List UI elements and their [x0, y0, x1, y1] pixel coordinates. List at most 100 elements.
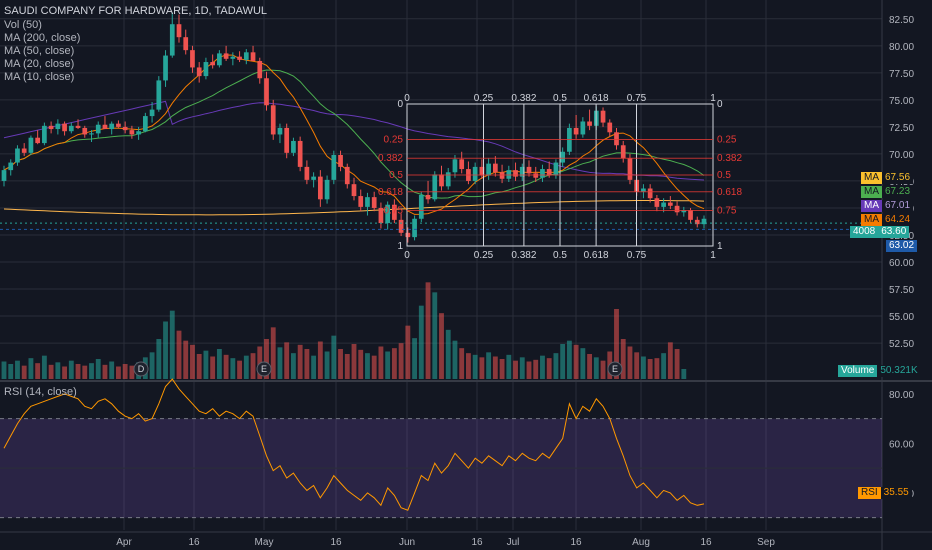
volume-bar: [48, 364, 54, 379]
fib-time-label-bottom: 0.382: [511, 250, 536, 261]
volume-bar: [439, 313, 444, 379]
candle-body: [28, 137, 34, 153]
volume-bar: [627, 346, 633, 379]
volume-bar: [614, 309, 619, 379]
vol-legend[interactable]: Vol (50): [4, 19, 42, 31]
volume-tag-key: Volume: [841, 365, 875, 376]
candle-body: [42, 125, 47, 144]
candle-body: [15, 148, 20, 163]
volume-bar: [358, 349, 364, 379]
fib-price-label-right: 0.75: [717, 206, 737, 217]
volume-bar: [35, 363, 41, 379]
fib-price-label-left: 0.5: [389, 170, 403, 181]
volume-bar: [365, 353, 370, 379]
candle-body: [250, 52, 256, 61]
volume-bar: [311, 355, 317, 379]
volume-bar: [304, 349, 310, 379]
event-marker[interactable]: E: [607, 361, 623, 377]
price-axis-label: 57.50: [889, 285, 914, 296]
candle-body: [35, 137, 41, 144]
time-axis-label: 16: [471, 537, 483, 548]
volume-bar: [243, 355, 249, 379]
ma-tag-key: MA: [864, 172, 879, 183]
candle-body: [237, 56, 242, 60]
candle-body: [519, 166, 525, 177]
volume-bar: [284, 342, 290, 379]
volume-bar: [149, 352, 155, 379]
ma-tag-value: 67.56: [882, 172, 914, 184]
volume-bar: [102, 364, 108, 379]
volume-bar: [398, 343, 404, 379]
event-marker[interactable]: D: [133, 361, 149, 377]
fib-price-label-left: 1: [397, 241, 403, 252]
volume-bar: [573, 344, 579, 379]
candle-body: [291, 140, 296, 153]
ma50-legend[interactable]: MA (50, close): [4, 45, 75, 57]
volume-bar: [533, 359, 539, 379]
candle-body: [445, 172, 451, 187]
volume-bar: [250, 353, 256, 379]
candle-body: [452, 159, 458, 173]
fib-time-label-bottom: 0: [404, 250, 410, 261]
ma-tag-value: 67.01: [882, 200, 914, 212]
candle-body: [526, 166, 532, 174]
candle-body: [75, 125, 81, 128]
ma200-legend[interactable]: MA (200, close): [4, 32, 81, 44]
candle-body: [378, 207, 384, 224]
crosshair-price-tag: 63.02: [886, 240, 918, 252]
volume-bar: [519, 357, 525, 379]
volume-bar: [28, 358, 34, 379]
candle-body: [513, 170, 518, 177]
volume-bar: [553, 353, 559, 379]
candle-body: [667, 202, 673, 206]
fib-price-label-left: 0.75: [384, 206, 404, 217]
fib-time-label-top: 0.25: [474, 93, 494, 104]
volume-bar: [540, 355, 545, 379]
candle-body: [210, 62, 216, 66]
volume-bar: [445, 329, 451, 379]
rsi-legend[interactable]: RSI (14, close): [4, 386, 77, 398]
volume-bar: [344, 354, 350, 379]
fib-time-label-top: 0.75: [627, 93, 647, 104]
volume-bar: [264, 339, 269, 379]
fib-time-label-top: 0.618: [584, 93, 609, 104]
candle-body: [694, 219, 700, 225]
candle-body: [701, 218, 707, 225]
candle-body: [472, 166, 478, 181]
volume-bar: [499, 359, 505, 379]
candle-body: [149, 109, 155, 117]
ma20-legend[interactable]: MA (20, close): [4, 58, 75, 70]
ma10-legend[interactable]: MA (10, close): [4, 71, 75, 83]
event-marker[interactable]: E: [256, 361, 272, 377]
fib-price-label-left: 0: [397, 99, 403, 110]
volume-bar: [492, 356, 498, 379]
candle-body: [230, 56, 236, 59]
fib-time-label-bottom: 0.5: [553, 250, 567, 261]
volume-bar: [634, 352, 640, 379]
candle-body: [371, 197, 377, 208]
volume-bar: [21, 365, 27, 379]
volume-bar: [452, 340, 458, 379]
time-axis-label: 16: [330, 537, 342, 548]
volume-bar: [412, 338, 417, 379]
event-marker-label: D: [138, 364, 145, 374]
ma20-line: [3, 69, 705, 199]
candle-body: [304, 166, 310, 180]
candle-body: [641, 188, 646, 192]
volume-bar: [654, 358, 660, 379]
crosshair-price: 63.02: [889, 240, 915, 251]
volume-bar: [62, 366, 67, 379]
volume-bar: [257, 346, 263, 379]
candle-body: [8, 162, 14, 171]
volume-bar: [667, 342, 673, 379]
volume-bar: [203, 350, 209, 379]
volume-bar: [647, 359, 653, 379]
candle-body: [587, 121, 592, 126]
volume-bar: [291, 353, 296, 379]
time-axis-label: May: [255, 537, 274, 548]
rsi-tag-key: RSI: [861, 487, 878, 498]
rsi-tag: RSI 35.55: [858, 487, 912, 499]
volume-bar: [472, 354, 478, 379]
